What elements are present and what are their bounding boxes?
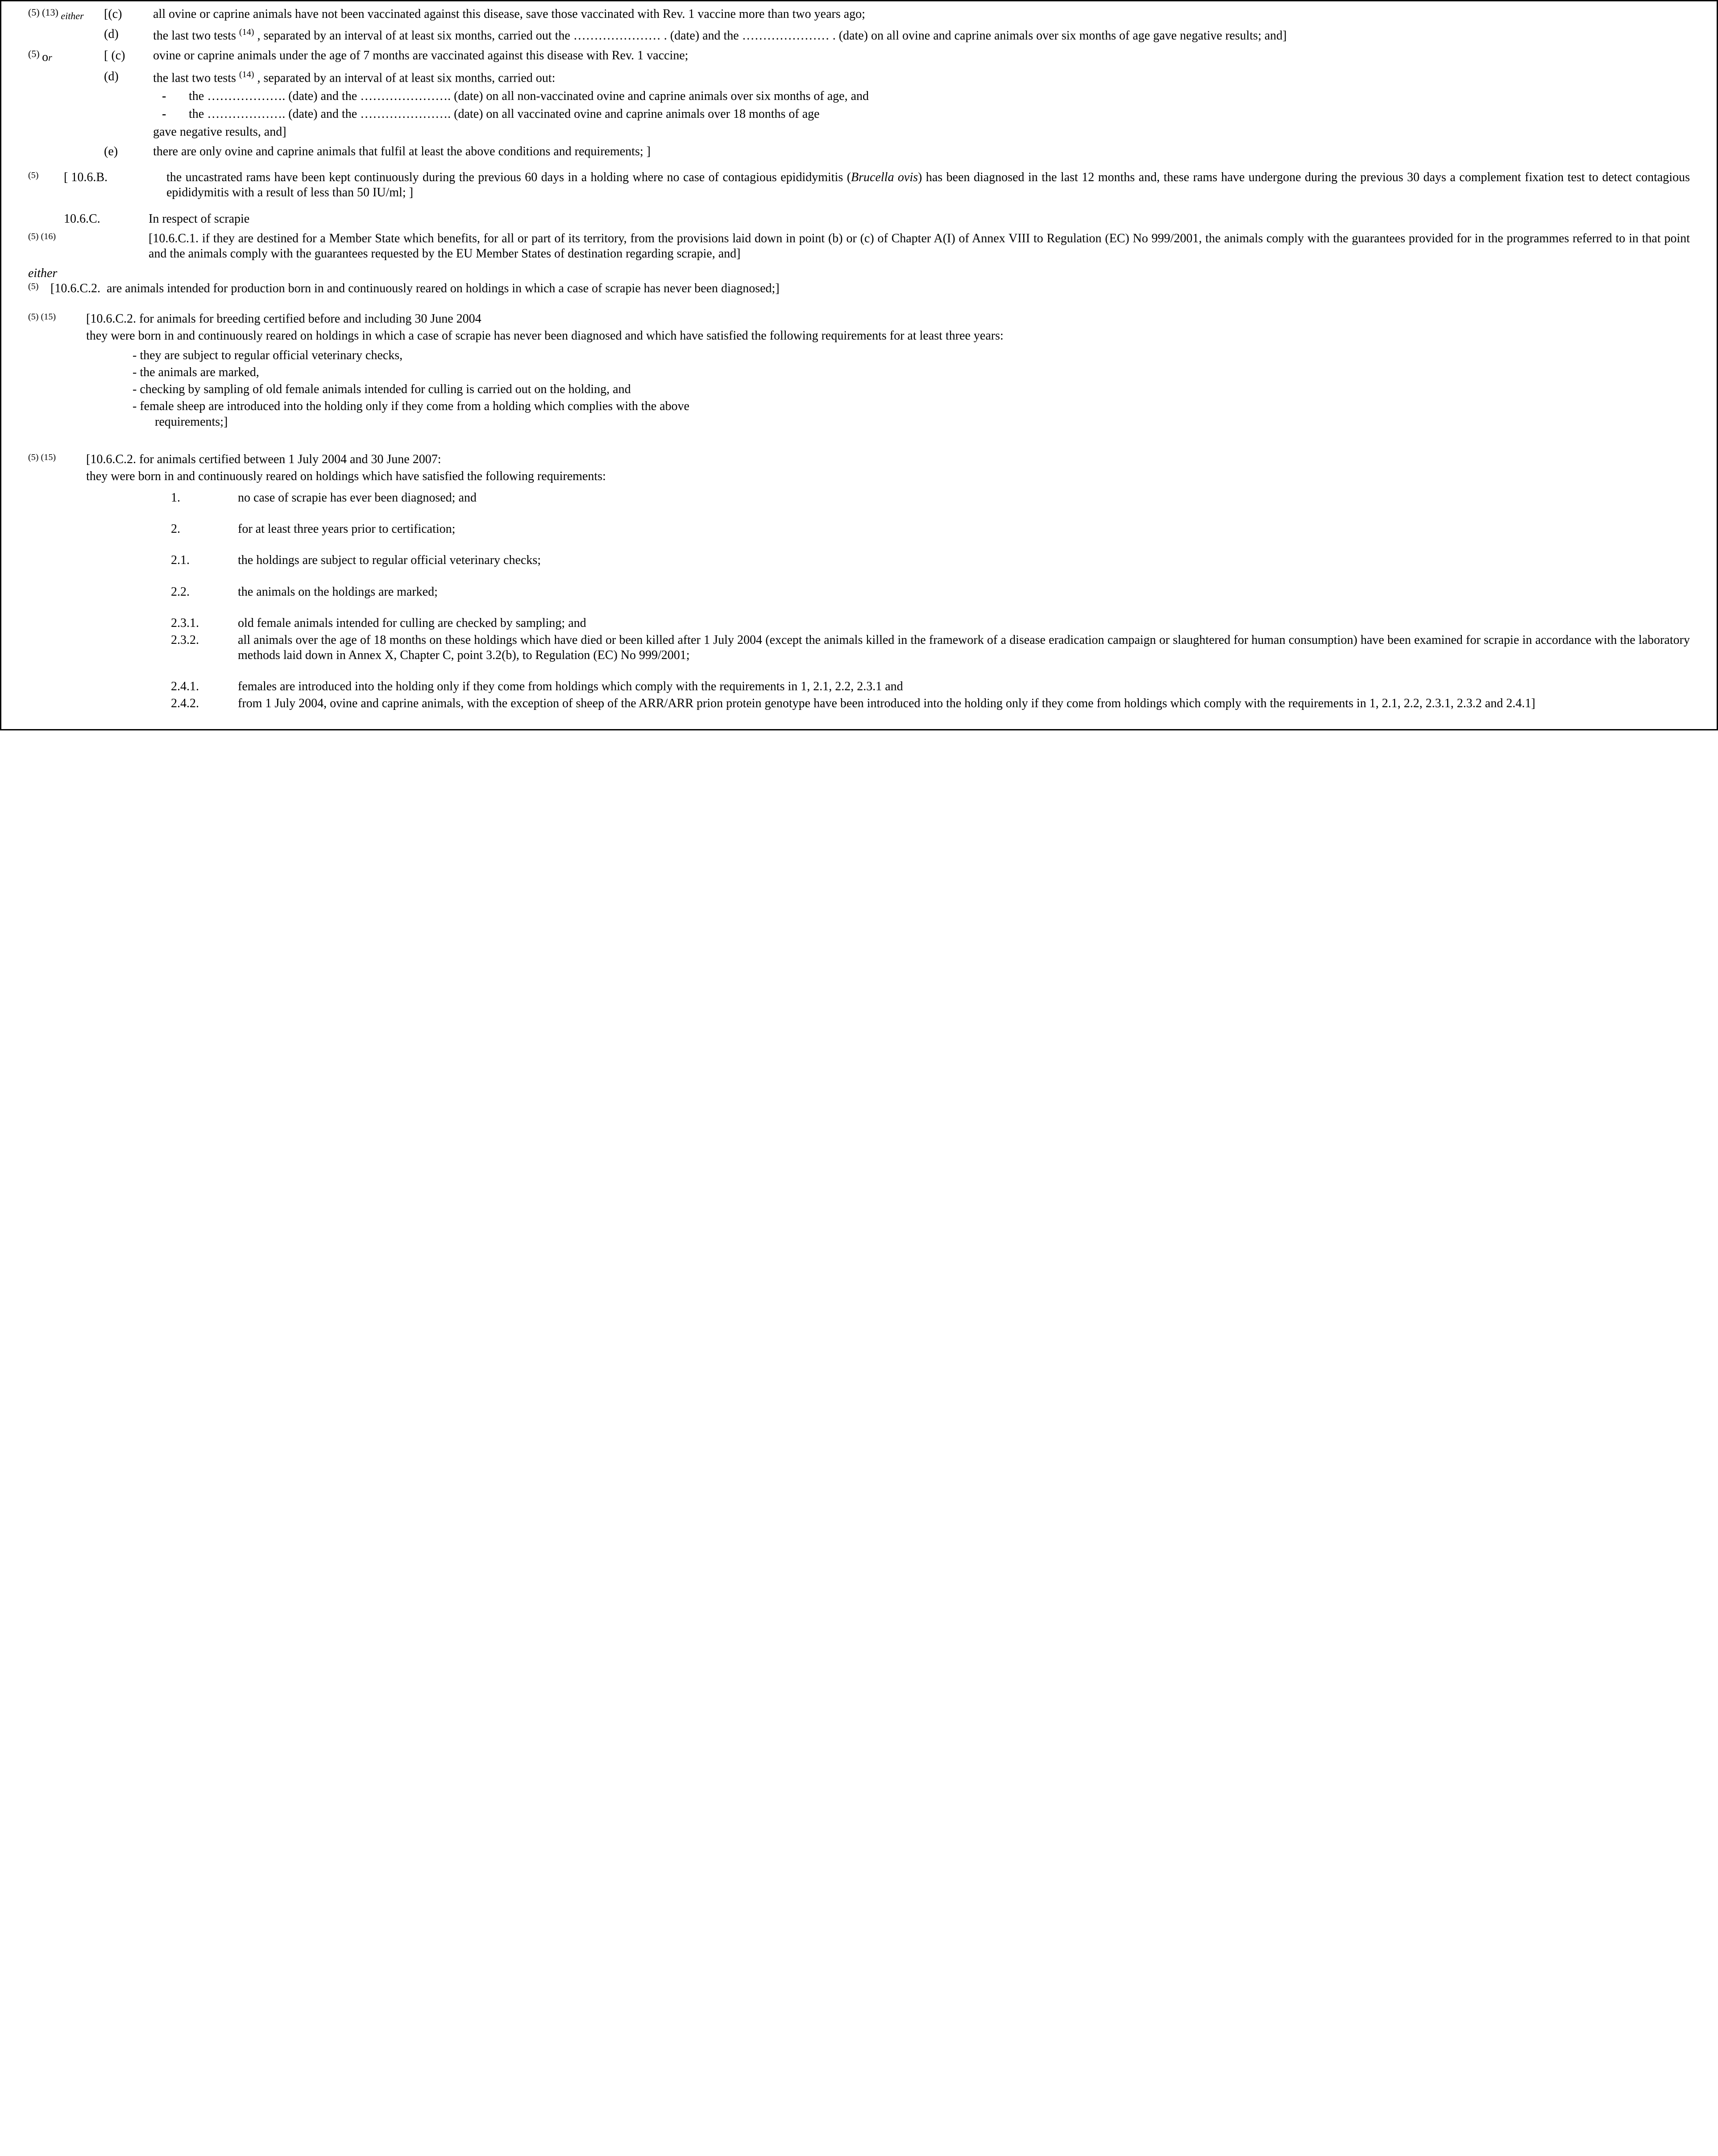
text-c2: ovine or caprine animals under the age o… xyxy=(153,48,1690,63)
nl-1: 1. no case of scrapie has ever been diag… xyxy=(171,490,1690,506)
superscript-col-or: (5) or xyxy=(28,48,104,65)
or-label: r xyxy=(48,52,52,63)
nl-22: 2.2. the animals on the holdings are mar… xyxy=(171,585,1690,600)
superscript-col: (5) (13) either xyxy=(28,7,104,22)
req2: - the animals are marked, xyxy=(28,365,1690,380)
body-106C: In respect of scrapie xyxy=(149,211,1690,227)
text-d2: the last two tests (14) , separated by a… xyxy=(153,69,1690,140)
gave-negative: gave negative results, and] xyxy=(153,124,1690,140)
d2-post: , separated by an interval of at least s… xyxy=(254,71,555,85)
nl-txt-22: the animals on the holdings are marked; xyxy=(238,585,1690,600)
nl-txt-2: for at least three years prior to certif… xyxy=(238,522,1690,537)
sup-col-106C2c: (5) (15) xyxy=(28,452,86,469)
d2-pre: the last two tests xyxy=(153,71,239,85)
sup-14: (14) xyxy=(239,27,254,37)
req1: - they are subject to regular official v… xyxy=(28,348,1690,363)
text-106C2b-head: [10.6.C.2. for animals for breeding cert… xyxy=(86,311,1690,327)
d1-pre: the last two tests xyxy=(153,29,239,42)
nl-txt-231: old female animals intended for culling … xyxy=(238,616,1690,631)
nl-txt-241: females are introduced into the holding … xyxy=(238,679,1690,694)
dash-bullet: - xyxy=(153,89,189,104)
label-106C2a: [10.6.C.2. xyxy=(50,282,100,295)
body-106C1: [10.6.C.1. if they are destined for a Me… xyxy=(149,231,1690,261)
letter-c: [(c) xyxy=(104,7,153,22)
req4a: - female sheep are introduced into the h… xyxy=(28,399,1690,414)
nl-2: 2. for at least three years prior to cer… xyxy=(171,522,1690,537)
label-106C: 10.6.C. xyxy=(64,211,149,227)
req3: - checking by sampling of old female ani… xyxy=(28,382,1690,397)
sup-col-106C2a: (5) xyxy=(28,281,50,298)
dash-row-1: - the ………………. (date) and the …………………. (d… xyxy=(153,89,1690,104)
either-label: either xyxy=(61,10,83,21)
either-label-2: either xyxy=(28,266,57,280)
sup-5-b: (5) xyxy=(28,170,39,180)
nl-num-22: 2.2. xyxy=(171,585,238,600)
sup-5-16: (5) (16) xyxy=(28,232,56,241)
letter-d2: (d) xyxy=(104,69,153,84)
nl-241: 2.4.1. females are introduced into the h… xyxy=(171,679,1690,694)
letter-c2: [ (c) xyxy=(104,48,153,63)
nl-num-241: 2.4.1. xyxy=(171,679,238,694)
sup-5-15: (5) (15) xyxy=(28,312,56,322)
nl-231: 2.3.1. old female animals intended for c… xyxy=(171,616,1690,631)
dash2-text: the ………………. (date) and the …………………. (dat… xyxy=(189,107,1690,122)
sup-5-15-b: (5) (15) xyxy=(28,452,56,462)
block-106C-head: 10.6.C. In respect of scrapie xyxy=(28,211,1690,227)
block-106C1: (5) (16) [10.6.C.1. if they are destined… xyxy=(28,231,1690,261)
text-e: there are only ovine and caprine animals… xyxy=(153,144,1690,159)
sup-14-b: (14) xyxy=(239,70,254,79)
d1-post: , separated by an interval of at least s… xyxy=(254,29,1286,42)
body-106C2a: [10.6.C.2. are animals intended for prod… xyxy=(50,281,1690,296)
body-106B: the uncastrated rams have been kept cont… xyxy=(166,170,1690,200)
sup-5-13: (5) (13) xyxy=(28,7,58,18)
sup-col-106C2b: (5) (15) xyxy=(28,311,86,328)
nl-232: 2.3.2. all animals over the age of 18 mo… xyxy=(171,633,1690,663)
numbered-list: 1. no case of scrapie has ever been diag… xyxy=(28,490,1690,711)
sup-col-106C1: (5) (16) xyxy=(28,231,64,248)
nl-num-2: 2. xyxy=(171,522,238,537)
text-c1: all ovine or caprine animals have not be… xyxy=(153,7,1690,22)
row-d2: (d) the last two tests (14) , separated … xyxy=(28,69,1690,140)
nl-txt-21: the holdings are subject to regular offi… xyxy=(238,553,1690,568)
nl-21: 2.1. the holdings are subject to regular… xyxy=(171,553,1690,568)
block-106C2c: (5) (15) [10.6.C.2. for animals certifie… xyxy=(28,452,1690,484)
nl-num-1: 1. xyxy=(171,490,238,506)
page-frame: (5) (13) either [(c) all ovine or caprin… xyxy=(0,0,1718,730)
block-106C2b: (5) (15) [10.6.C.2. for animals for bree… xyxy=(28,311,1690,344)
text-d1: the last two tests (14) , separated by a… xyxy=(153,27,1690,43)
dash-row-2: - the ………………. (date) and the …………………. (d… xyxy=(153,107,1690,122)
sup-5-c2a: (5) xyxy=(28,282,39,291)
letter-e: (e) xyxy=(104,144,153,159)
text-106C2a: are animals intended for production born… xyxy=(107,282,780,295)
text-106C2c-head: [10.6.C.2. for animals certified between… xyxy=(86,452,1690,467)
row-d1: (d) the last two tests (14) , separated … xyxy=(28,27,1690,43)
letter-d: (d) xyxy=(104,27,153,42)
body-106C2c: [10.6.C.2. for animals certified between… xyxy=(86,452,1690,484)
either-standalone: either xyxy=(28,266,1690,281)
block-106C2a: (5) [10.6.C.2. are animals intended for … xyxy=(28,281,1690,298)
nl-txt-232: all animals over the age of 18 months on… xyxy=(238,633,1690,663)
dash-bullet: - xyxy=(153,107,189,122)
nl-txt-1: no case of scrapie has ever been diagnos… xyxy=(238,490,1690,506)
text-106C2c-line1: they were born in and continuously reare… xyxy=(86,469,1690,484)
nl-num-242: 2.4.2. xyxy=(171,696,238,711)
label-106C1: [10.6.C.1. xyxy=(149,232,199,245)
nl-num-21: 2.1. xyxy=(171,553,238,568)
body-106C2b: [10.6.C.2. for animals for breeding cert… xyxy=(86,311,1690,344)
text-106C2b-line1: they were born in and continuously reare… xyxy=(86,328,1690,344)
nl-num-232: 2.3.2. xyxy=(171,633,238,663)
sup-col-106B: (5) xyxy=(28,170,64,187)
dash1-text: the ………………. (date) and the …………………. (dat… xyxy=(189,89,1690,104)
row-either-c: (5) (13) either [(c) all ovine or caprin… xyxy=(28,7,1690,22)
row-or-c: (5) or [ (c) ovine or caprine animals un… xyxy=(28,48,1690,65)
text-106C1: if they are destined for a Member State … xyxy=(149,232,1690,261)
block-106B: (5) [ 10.6.B. the uncastrated rams have … xyxy=(28,170,1690,200)
nl-242: 2.4.2. from 1 July 2004, ovine and capri… xyxy=(171,696,1690,711)
nl-txt-242: from 1 July 2004, ovine and caprine anim… xyxy=(238,696,1690,711)
label-106B: [ 10.6.B. xyxy=(64,170,166,185)
req4b: requirements;] xyxy=(28,415,1690,430)
sup-5-or: (5) xyxy=(28,48,40,59)
row-e: (e) there are only ovine and caprine ani… xyxy=(28,144,1690,159)
nl-num-231: 2.3.1. xyxy=(171,616,238,631)
